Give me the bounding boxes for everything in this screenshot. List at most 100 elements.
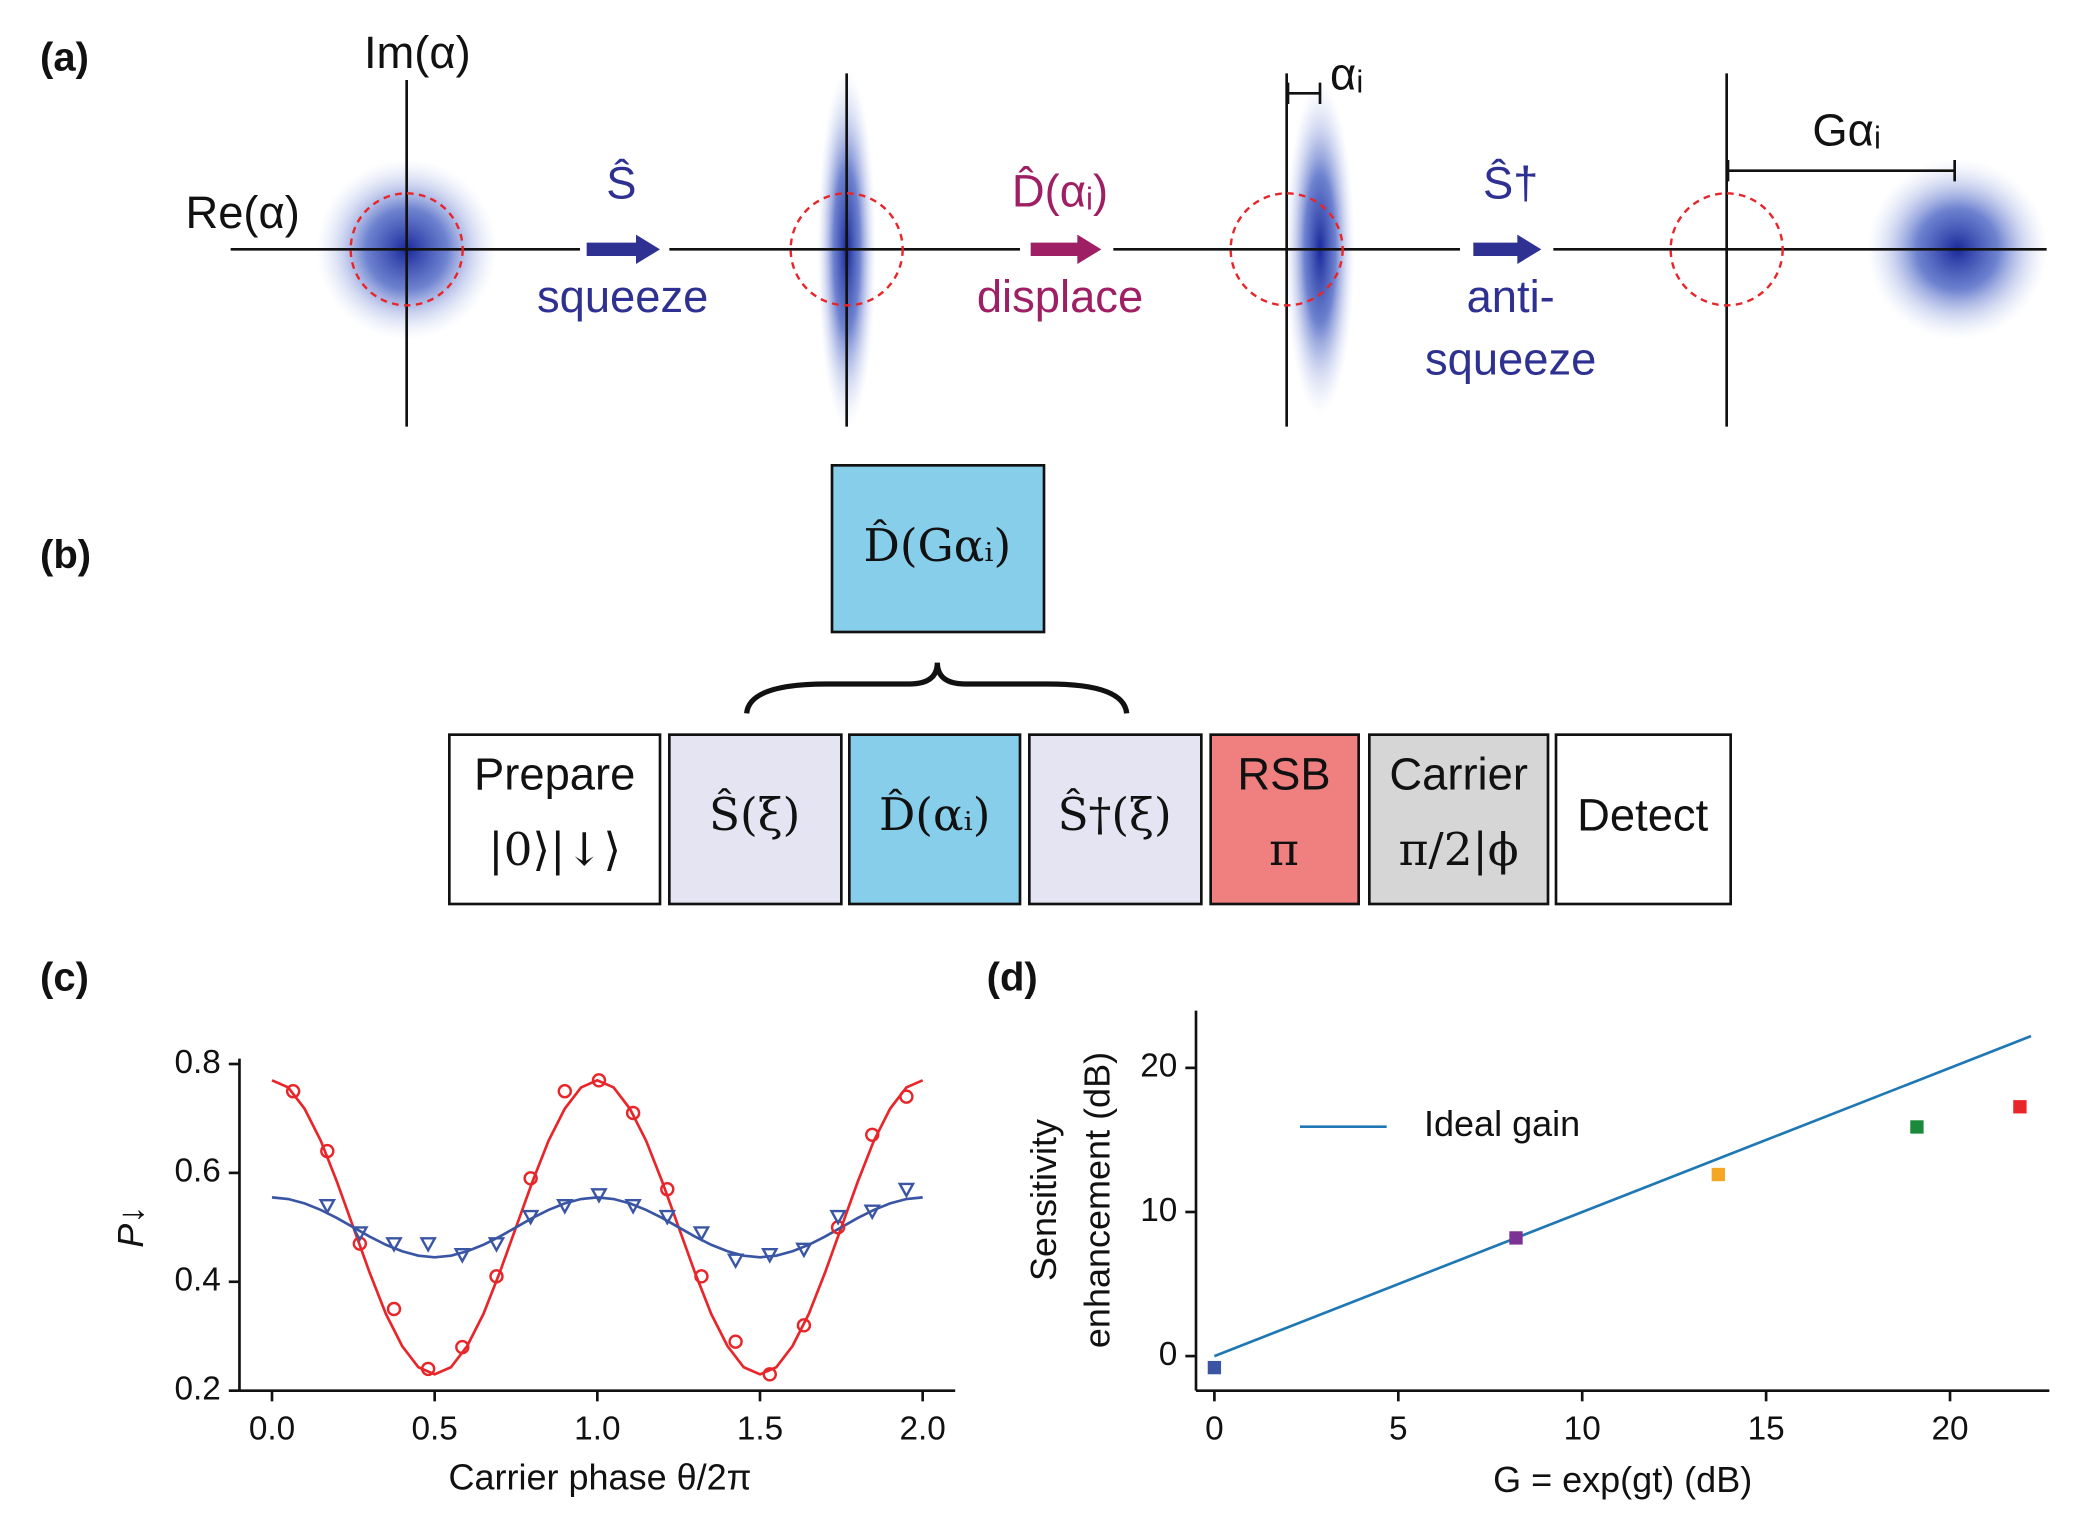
data-point (829, 1209, 847, 1226)
x-tick-label: 0 (1205, 1410, 1224, 1447)
sequence-box (667, 733, 843, 906)
box-label: Carrier (1389, 748, 1528, 799)
axis-label: Re(α) (185, 187, 299, 238)
phase-space-diagram: Im(α) Re(α) Ŝ squeeze D̂(αᵢ) displace Ŝ†… (185, 27, 2048, 430)
data-point (692, 1226, 711, 1242)
box-label: D̂(Gαᵢ) (864, 519, 1012, 572)
data-point (351, 1226, 369, 1242)
operator: Ŝ (606, 158, 636, 209)
data-point (521, 1209, 540, 1226)
x-tick-label: 10 (1564, 1410, 1601, 1447)
combined-box (830, 464, 1046, 634)
y-axis-label: enhancement (dB) (1077, 1052, 1118, 1348)
ideal-line (1213, 1034, 2032, 1358)
box-label: D̂(αᵢ) (879, 788, 990, 841)
x-tick-label: 2.0 (899, 1410, 945, 1447)
y-tick-label: 0.8 (174, 1044, 220, 1081)
data-point (658, 1209, 676, 1226)
box-label: Detect (1577, 790, 1708, 841)
step-label: squeeze (1425, 334, 1596, 385)
data-point (489, 1269, 504, 1284)
data-point (865, 1127, 880, 1142)
data-point (796, 1318, 812, 1333)
y-tick-label: 0 (1159, 1336, 1178, 1373)
data-point (660, 1182, 675, 1197)
data-point (726, 1253, 745, 1270)
gain-label: Gαᵢ (1812, 104, 1881, 155)
operator: Ŝ† (1483, 158, 1538, 209)
sequence-box (1367, 733, 1550, 906)
sequence-box (1209, 733, 1360, 906)
data-point (624, 1199, 642, 1215)
gain-bar (1726, 160, 1956, 182)
pulse-sequence-text: D̂(Gαᵢ) Prepare |0⟩|↓⟩ Ŝ(ξ) D̂(αᵢ) Ŝ†(ξ)… (474, 519, 1709, 876)
data-point (897, 1182, 916, 1199)
box-label: RSB (1237, 748, 1330, 799)
data-point (419, 1237, 437, 1253)
data-point (285, 1084, 301, 1099)
x-tick-label: 1.0 (574, 1410, 620, 1447)
y-tick-label: 10 (1140, 1192, 1177, 1229)
brace (744, 662, 1130, 714)
data-point (453, 1248, 472, 1264)
sequence-box (1028, 733, 1203, 906)
charts: 0.0 0.5 1.0 1.5 2.0 0.2 0.4 0.6 0.8 Carrier phase… (110, 1010, 2050, 1500)
data-point (386, 1301, 402, 1317)
data-point (455, 1339, 470, 1355)
data-point (556, 1199, 574, 1215)
arrow (586, 234, 660, 264)
pulse-sequence (448, 464, 1732, 906)
data-point (591, 1073, 607, 1088)
data-point (1711, 1167, 1725, 1182)
y-tick-label: 20 (1140, 1048, 1177, 1085)
data-point (1910, 1120, 1924, 1134)
data-point (762, 1367, 777, 1382)
fit-curve (271, 1196, 923, 1259)
step-label: anti- (1467, 271, 1555, 322)
data-point (795, 1242, 813, 1259)
box-label: Ŝ(ξ) (709, 788, 800, 841)
x-axis-label: G = exp(gt) (dB) (1493, 1459, 1752, 1500)
legend-label: Ideal gain (1424, 1103, 1580, 1144)
box-label: π (1269, 823, 1299, 876)
data-point (318, 1199, 337, 1215)
box-label: Ŝ†(ξ) (1058, 788, 1172, 841)
data-point (2013, 1100, 2027, 1114)
y-tick-label: 0.2 (174, 1370, 220, 1407)
y-tick-label: 0.4 (174, 1262, 220, 1299)
x-tick-label: 15 (1748, 1410, 1785, 1447)
step-label: displace (977, 271, 1143, 322)
data-point (1207, 1360, 1222, 1375)
reference-circle (349, 192, 464, 307)
data-point (1509, 1231, 1523, 1245)
arrow (1030, 234, 1102, 264)
x-tick-label: 0.5 (411, 1410, 457, 1447)
data-point (487, 1237, 506, 1253)
reference-circle (1669, 192, 1784, 307)
sequence-box (448, 733, 662, 906)
sequence-box (1554, 733, 1732, 906)
data-point (694, 1269, 709, 1284)
data-point (523, 1171, 538, 1186)
data-point (728, 1334, 743, 1349)
y-axis-label: Sensitivity (1023, 1119, 1064, 1281)
box-label: π/2|ϕ (1399, 823, 1519, 876)
y-axis-label: P↓ (110, 1206, 151, 1248)
axis-label: Im(α) (364, 27, 471, 78)
data-point (557, 1084, 573, 1099)
data-point (761, 1248, 779, 1264)
sequence-box (848, 733, 1022, 906)
panel-label: (c) (40, 956, 89, 1000)
operator: D̂(αᵢ) (1012, 165, 1108, 217)
x-tick-label: 5 (1389, 1410, 1408, 1447)
alpha-bar (1286, 82, 1322, 104)
box-label: |0⟩|↓⟩ (488, 823, 621, 876)
data-point (385, 1237, 403, 1253)
x-tick-label: 0.0 (249, 1410, 295, 1447)
reference-circle (1229, 192, 1344, 307)
fit-curve (271, 1078, 924, 1376)
data-point (590, 1188, 608, 1204)
x-tick-label: 1.5 (737, 1410, 783, 1447)
